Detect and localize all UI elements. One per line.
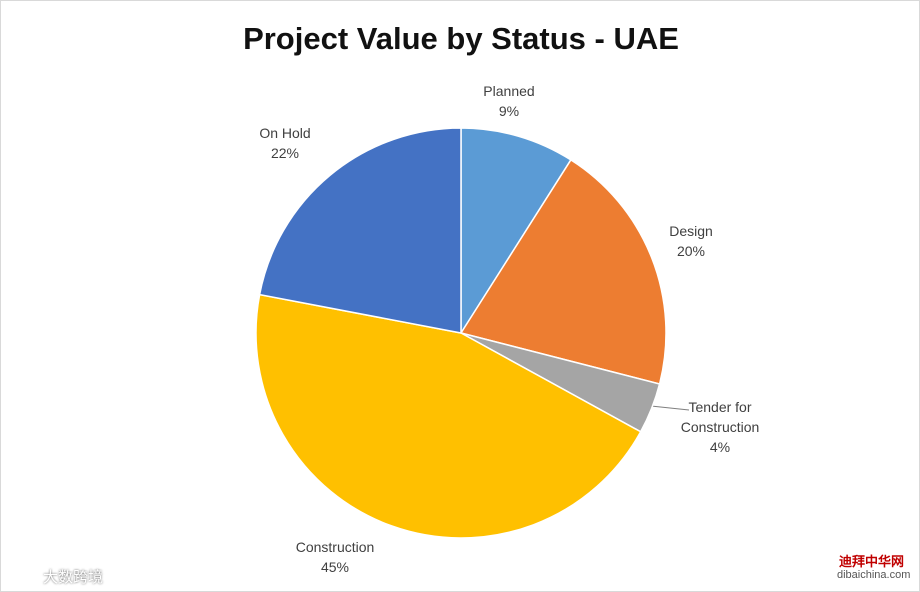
watermark: 迪拜中华网 (839, 554, 905, 569)
label-value: 9% (498, 103, 520, 119)
slice (258, 127, 462, 334)
data-label: Construction 45% (275, 537, 395, 577)
slice (460, 127, 572, 336)
watermark: dibaichina.com (837, 569, 911, 581)
label-name: On Hold (259, 125, 311, 141)
label-name: Tender for Construction (680, 399, 760, 435)
label-name: Design (669, 223, 713, 239)
label-value: 4% (709, 439, 731, 455)
slice (255, 293, 642, 539)
label-name: Planned (483, 83, 535, 99)
label-value: 22% (270, 145, 300, 161)
chart-title: Project Value by Status - UAE (243, 21, 679, 56)
slice (459, 158, 667, 385)
label-name: Construction (295, 539, 375, 555)
leader-line (650, 405, 690, 411)
data-label: On Hold 22% (225, 123, 345, 163)
data-label: Design 20% (631, 221, 751, 261)
data-label: Planned 9% (449, 81, 569, 121)
watermark: 大数跨境 (43, 569, 104, 586)
label-value: 20% (676, 243, 706, 259)
data-label: Tender for Construction 4% (668, 397, 772, 457)
label-value: 45% (320, 559, 350, 575)
